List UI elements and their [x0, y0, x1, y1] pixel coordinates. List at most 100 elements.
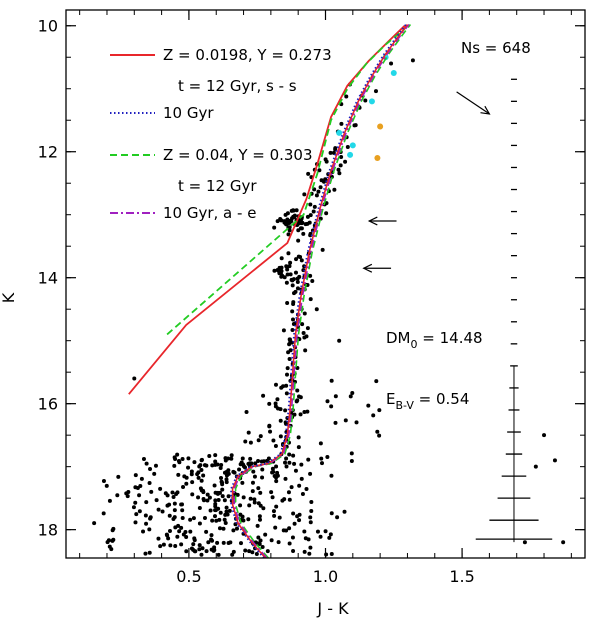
star-point	[279, 265, 284, 270]
star-point	[302, 192, 307, 197]
star-point	[184, 549, 189, 554]
star-point	[148, 467, 153, 472]
star-point	[343, 418, 348, 423]
star-point	[256, 486, 261, 491]
star-point	[371, 413, 376, 418]
star-point	[271, 469, 276, 474]
arrow-head	[480, 105, 491, 115]
star-point	[302, 529, 307, 534]
star-point	[161, 542, 166, 547]
star-point	[220, 487, 225, 492]
star-point	[260, 545, 265, 550]
star-point	[274, 479, 279, 484]
isochrone-red-rgb	[231, 24, 409, 559]
star-point	[205, 492, 210, 497]
star-point	[209, 547, 214, 552]
star-point	[261, 393, 266, 398]
star-point	[309, 508, 314, 513]
star-point	[284, 264, 289, 269]
ns-marker-layer	[475, 78, 553, 543]
star-point	[253, 461, 258, 466]
y-axis-label: K	[0, 292, 18, 303]
star-point	[337, 338, 342, 343]
star-point	[217, 517, 222, 522]
ns-annotation: Ns = 648	[461, 39, 531, 57]
star-point	[288, 272, 293, 277]
star-point	[288, 260, 293, 265]
star-point	[226, 541, 231, 546]
star-point	[254, 552, 259, 557]
star-point	[92, 521, 97, 526]
star-point	[248, 456, 253, 461]
star-point	[342, 509, 347, 514]
star-point	[179, 525, 184, 530]
star-point	[292, 291, 297, 296]
star-point	[273, 404, 278, 409]
star-point	[273, 401, 278, 406]
star-point	[231, 469, 236, 474]
star-point	[247, 461, 252, 466]
star-point	[325, 399, 330, 404]
star-point	[196, 475, 201, 480]
star-point	[226, 456, 231, 461]
star-point	[295, 398, 300, 403]
star-point	[298, 412, 303, 417]
star-point	[231, 528, 236, 533]
star-point	[278, 217, 283, 222]
star-point	[276, 540, 281, 545]
star-point	[144, 461, 149, 466]
eb-sub: B-V	[395, 399, 414, 412]
arrow-layer	[362, 91, 491, 273]
star-point	[148, 515, 153, 520]
star-point	[252, 500, 257, 505]
star-point	[289, 208, 294, 213]
cyan-star	[368, 98, 375, 105]
star-point	[291, 317, 296, 322]
star-point	[182, 474, 187, 479]
star-point	[191, 542, 196, 547]
star-point	[243, 548, 248, 553]
star-point	[295, 280, 300, 285]
star-point	[275, 470, 280, 475]
star-point	[308, 213, 313, 218]
star-point	[302, 335, 307, 340]
star-point	[189, 472, 194, 477]
star-point	[286, 490, 291, 495]
star-point	[137, 493, 142, 498]
star-point	[180, 508, 185, 513]
star-point	[270, 466, 275, 471]
star-point	[308, 545, 313, 550]
star-point	[239, 460, 244, 465]
star-point	[109, 547, 114, 552]
star-point	[343, 159, 348, 164]
star-point	[221, 540, 226, 545]
y-tick-label: 16	[38, 395, 58, 414]
star-point	[561, 540, 566, 545]
legend: Z = 0.0198, Y = 0.273 t = 12 Gyr, s - s 10…	[110, 46, 332, 222]
star-point	[252, 474, 257, 479]
star-point	[222, 498, 227, 503]
star-point	[297, 483, 302, 488]
star-point	[141, 529, 146, 534]
star-point	[274, 475, 279, 480]
star-point	[323, 157, 328, 162]
star-point	[126, 490, 131, 495]
star-point	[213, 453, 218, 458]
star-point	[299, 476, 304, 481]
star-point	[179, 542, 184, 547]
star-point	[207, 495, 212, 500]
star-point	[192, 538, 197, 543]
star-point	[283, 408, 288, 413]
star-point	[197, 543, 202, 548]
star-point	[270, 495, 275, 500]
star-point	[296, 254, 301, 259]
star-point	[285, 218, 290, 223]
star-point	[287, 526, 292, 531]
star-point	[175, 452, 180, 457]
cyan-star	[349, 142, 356, 149]
star-point	[188, 517, 193, 522]
star-point	[295, 286, 300, 291]
star-point	[133, 500, 138, 505]
star-point	[224, 471, 229, 476]
star-point	[230, 552, 235, 557]
